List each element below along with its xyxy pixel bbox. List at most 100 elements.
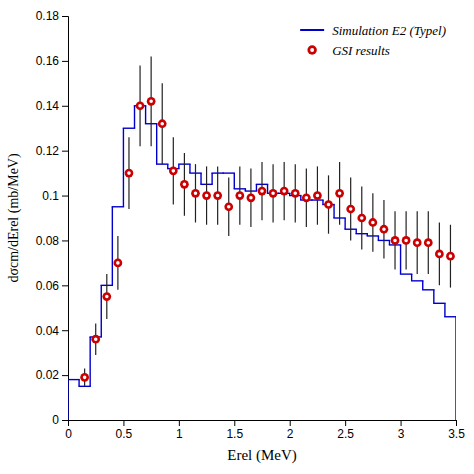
marker-center xyxy=(183,183,187,187)
marker-center xyxy=(393,239,397,243)
tick: 0.12 xyxy=(36,144,68,158)
marker-center xyxy=(338,192,342,196)
data-point xyxy=(125,169,134,178)
tick: 0.02 xyxy=(36,368,68,382)
data-point xyxy=(446,252,455,261)
marker-center xyxy=(260,189,264,193)
data-point xyxy=(302,193,311,202)
data-point xyxy=(191,189,200,198)
marker-center xyxy=(438,252,442,256)
histogram-step xyxy=(401,273,412,274)
marker-center xyxy=(293,192,297,196)
tick-label: 0.14 xyxy=(36,99,60,113)
x-axis-title: Erel (MeV) xyxy=(227,447,297,464)
data-point xyxy=(413,238,422,247)
axis-domain xyxy=(69,421,457,427)
data-point xyxy=(291,189,300,198)
tick-label: 0.5 xyxy=(116,427,133,441)
legend-swatch xyxy=(300,29,324,31)
tick: 0 xyxy=(65,420,72,441)
marker-center xyxy=(404,239,408,243)
tick: 3 xyxy=(398,420,405,441)
data-point xyxy=(102,292,111,301)
tick-label: 0.1 xyxy=(42,189,59,203)
tick: 0.14 xyxy=(36,99,68,113)
marker-center xyxy=(449,254,453,258)
tick-mark xyxy=(62,375,68,376)
tick-label: 1.5 xyxy=(226,427,243,441)
axis-domain xyxy=(62,17,69,421)
legend-item: GSI results xyxy=(307,43,389,58)
tick-mark xyxy=(62,196,68,197)
marker-center xyxy=(282,189,286,193)
data-point xyxy=(224,202,233,211)
tick: 0 xyxy=(52,413,68,427)
legend-label: GSI results xyxy=(332,43,390,58)
data-point xyxy=(346,205,355,214)
tick-mark xyxy=(62,330,68,331)
data-point xyxy=(158,119,167,128)
tick: 0.18 xyxy=(36,9,68,23)
tick-mark xyxy=(290,420,291,426)
tick-mark xyxy=(62,420,68,421)
marker-center xyxy=(382,227,386,231)
data-point xyxy=(202,191,211,200)
data-point xyxy=(114,259,123,268)
series xyxy=(80,56,455,386)
marker-center xyxy=(94,337,98,341)
tick: 0.1 xyxy=(42,189,68,203)
tick: 1.5 xyxy=(226,420,243,441)
data-point xyxy=(80,373,89,382)
marker-center xyxy=(249,196,253,200)
histogram-step xyxy=(223,172,234,173)
tick-label: 0.18 xyxy=(36,9,60,23)
data-point xyxy=(247,193,256,202)
tick: 2 xyxy=(287,420,294,441)
tick-mark xyxy=(62,240,68,241)
data-point xyxy=(435,250,444,259)
legend: Simulation E2 (Typel) GSI results xyxy=(300,23,446,58)
tick-mark xyxy=(234,420,235,426)
tick: 0.16 xyxy=(36,54,68,68)
tick: 3.5 xyxy=(448,420,465,441)
tick-label: 3 xyxy=(398,427,405,441)
tick: 0.04 xyxy=(36,324,68,338)
data-point xyxy=(391,236,400,245)
tick: 0.5 xyxy=(116,420,133,441)
tick-mark xyxy=(62,106,68,107)
data-point xyxy=(258,187,267,196)
marker-center xyxy=(371,221,375,225)
tick-mark xyxy=(62,151,68,152)
marker-center xyxy=(83,376,87,380)
tick-mark xyxy=(62,61,68,62)
marker-center xyxy=(415,241,419,245)
marker-center xyxy=(305,196,309,200)
tick-mark xyxy=(345,420,346,426)
tick: 0.06 xyxy=(36,279,68,293)
chart: 00.511.522.533.500.020.040.060.080.10.12… xyxy=(0,0,474,474)
marker-center xyxy=(160,122,164,126)
marker-center xyxy=(327,203,331,207)
legend-item: Simulation E2 (Typel) xyxy=(300,23,446,38)
tick-mark xyxy=(179,420,180,426)
data-point xyxy=(147,97,156,106)
tick-label: 0.04 xyxy=(36,324,60,338)
tick-label: 0.08 xyxy=(36,234,60,248)
data-point xyxy=(213,191,222,200)
tick-label: 1 xyxy=(176,427,183,441)
data-point xyxy=(235,191,244,200)
histogram-step xyxy=(68,379,79,380)
tick-label: 3.5 xyxy=(448,427,465,441)
marker-center xyxy=(271,192,275,196)
y-axis-title: dσcm/dErel (mb/MeV) xyxy=(6,153,22,283)
marker-center xyxy=(360,216,364,220)
histogram-step xyxy=(123,128,134,129)
marker-center xyxy=(216,194,220,198)
data-point xyxy=(402,236,411,245)
tick-mark xyxy=(123,420,124,426)
marker-center xyxy=(238,194,242,198)
data-point xyxy=(313,191,322,200)
data-point xyxy=(335,189,344,198)
data-point xyxy=(91,335,100,344)
legend-label: Simulation E2 (Typel) xyxy=(332,23,446,38)
